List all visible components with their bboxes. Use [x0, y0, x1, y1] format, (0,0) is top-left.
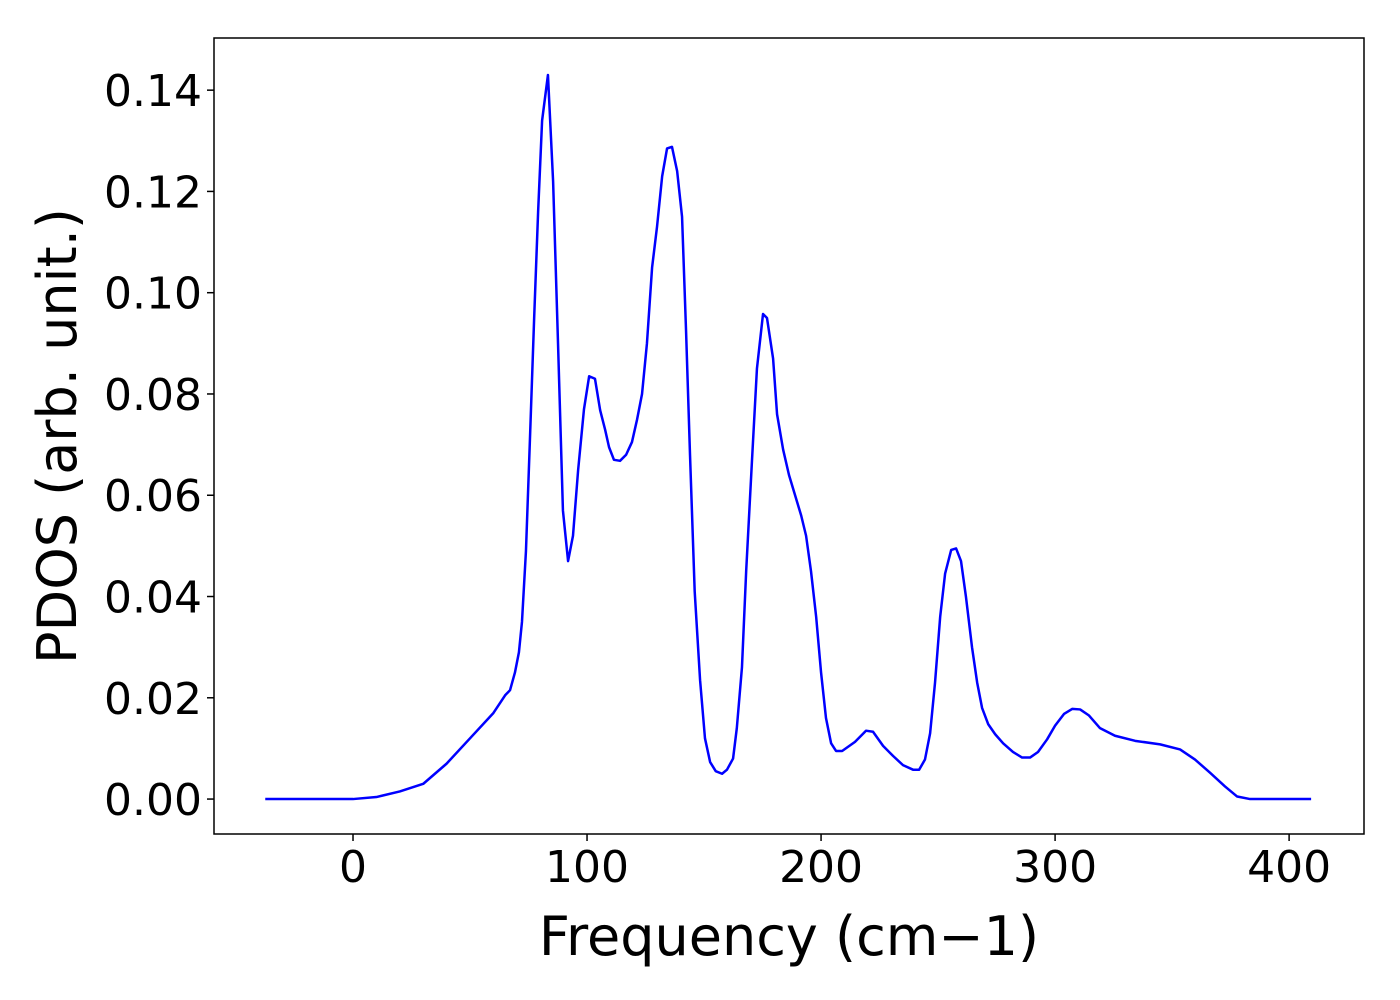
data-line — [265, 73, 1312, 801]
y-tick-label: 0.02 — [104, 674, 202, 725]
y-tick-label: 0.08 — [104, 370, 202, 421]
plot-frame — [213, 37, 1365, 835]
y-tick-label: 0.14 — [104, 66, 202, 117]
x-tick-label: 100 — [545, 842, 629, 893]
x-tick-label: 0 — [339, 842, 367, 893]
x-tick-label: 200 — [779, 842, 863, 893]
y-tick-label: 0.12 — [104, 167, 202, 218]
x-tick-label: 300 — [1013, 842, 1097, 893]
y-tick-label: 0.04 — [104, 573, 202, 624]
x-axis-label: Frequency (cm−1) — [539, 905, 1039, 968]
y-tick-label: 0.00 — [104, 775, 202, 826]
y-tick-label: 0.06 — [104, 471, 202, 522]
y-tick-label: 0.10 — [104, 269, 202, 320]
y-axis-label: PDOS (arb. unit.) — [26, 208, 89, 664]
x-tick-label: 400 — [1247, 842, 1331, 893]
